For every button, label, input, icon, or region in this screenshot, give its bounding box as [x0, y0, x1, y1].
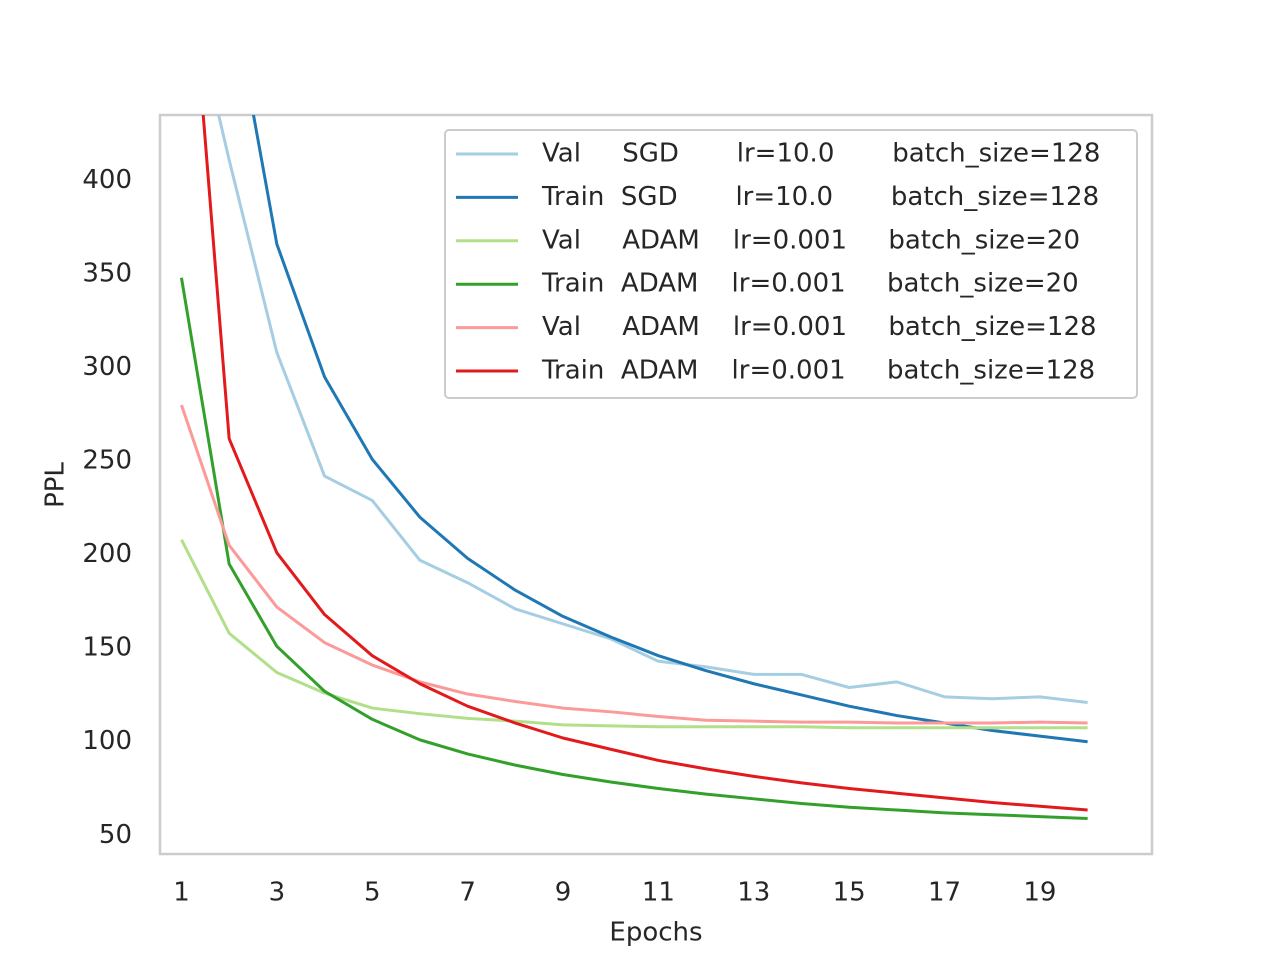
- x-tick-label: 3: [269, 878, 286, 908]
- x-axis-label: Epochs: [609, 918, 702, 948]
- legend-label: Val SGD lr=10.0 batch_size=128: [542, 139, 1100, 169]
- x-tick-label: 13: [737, 878, 770, 908]
- y-tick-label: 350: [82, 259, 132, 289]
- series-line: [217, 115, 1088, 704]
- legend-label: Val ADAM lr=0.001 batch_size=128: [542, 312, 1097, 342]
- x-tick-label: 5: [364, 878, 381, 908]
- y-tick-label: 100: [82, 726, 132, 756]
- x-tick-label: 11: [642, 878, 675, 908]
- y-tick-label: 250: [82, 446, 132, 476]
- y-axis-label: PPL: [41, 462, 71, 508]
- x-tick-label: 17: [928, 878, 961, 908]
- series-line: [180, 404, 1088, 725]
- series-line: [201, 115, 1088, 812]
- x-tick-label: 15: [833, 878, 866, 908]
- x-tick-label: 9: [555, 878, 572, 908]
- y-tick-label: 50: [99, 820, 132, 850]
- x-tick-label: 7: [459, 878, 476, 908]
- legend-label: Train SGD lr=10.0 batch_size=128: [541, 182, 1099, 212]
- y-tick-label: 300: [82, 352, 132, 382]
- x-tick-label: 1: [173, 878, 190, 908]
- y-tick-label: 400: [82, 165, 132, 195]
- lines: [179, 115, 1088, 820]
- x-tick-label: 19: [1023, 878, 1056, 908]
- legend-label: Val ADAM lr=0.001 batch_size=20: [542, 225, 1080, 255]
- y-tick-label: 200: [82, 539, 132, 569]
- legend-box: [444, 129, 1138, 399]
- legend-label: Train ADAM lr=0.001 batch_size=20: [541, 269, 1079, 299]
- y-tick-label: 150: [82, 633, 132, 663]
- series-line: [179, 277, 1088, 820]
- legend-label: Train ADAM lr=0.001 batch_size=128: [541, 356, 1095, 386]
